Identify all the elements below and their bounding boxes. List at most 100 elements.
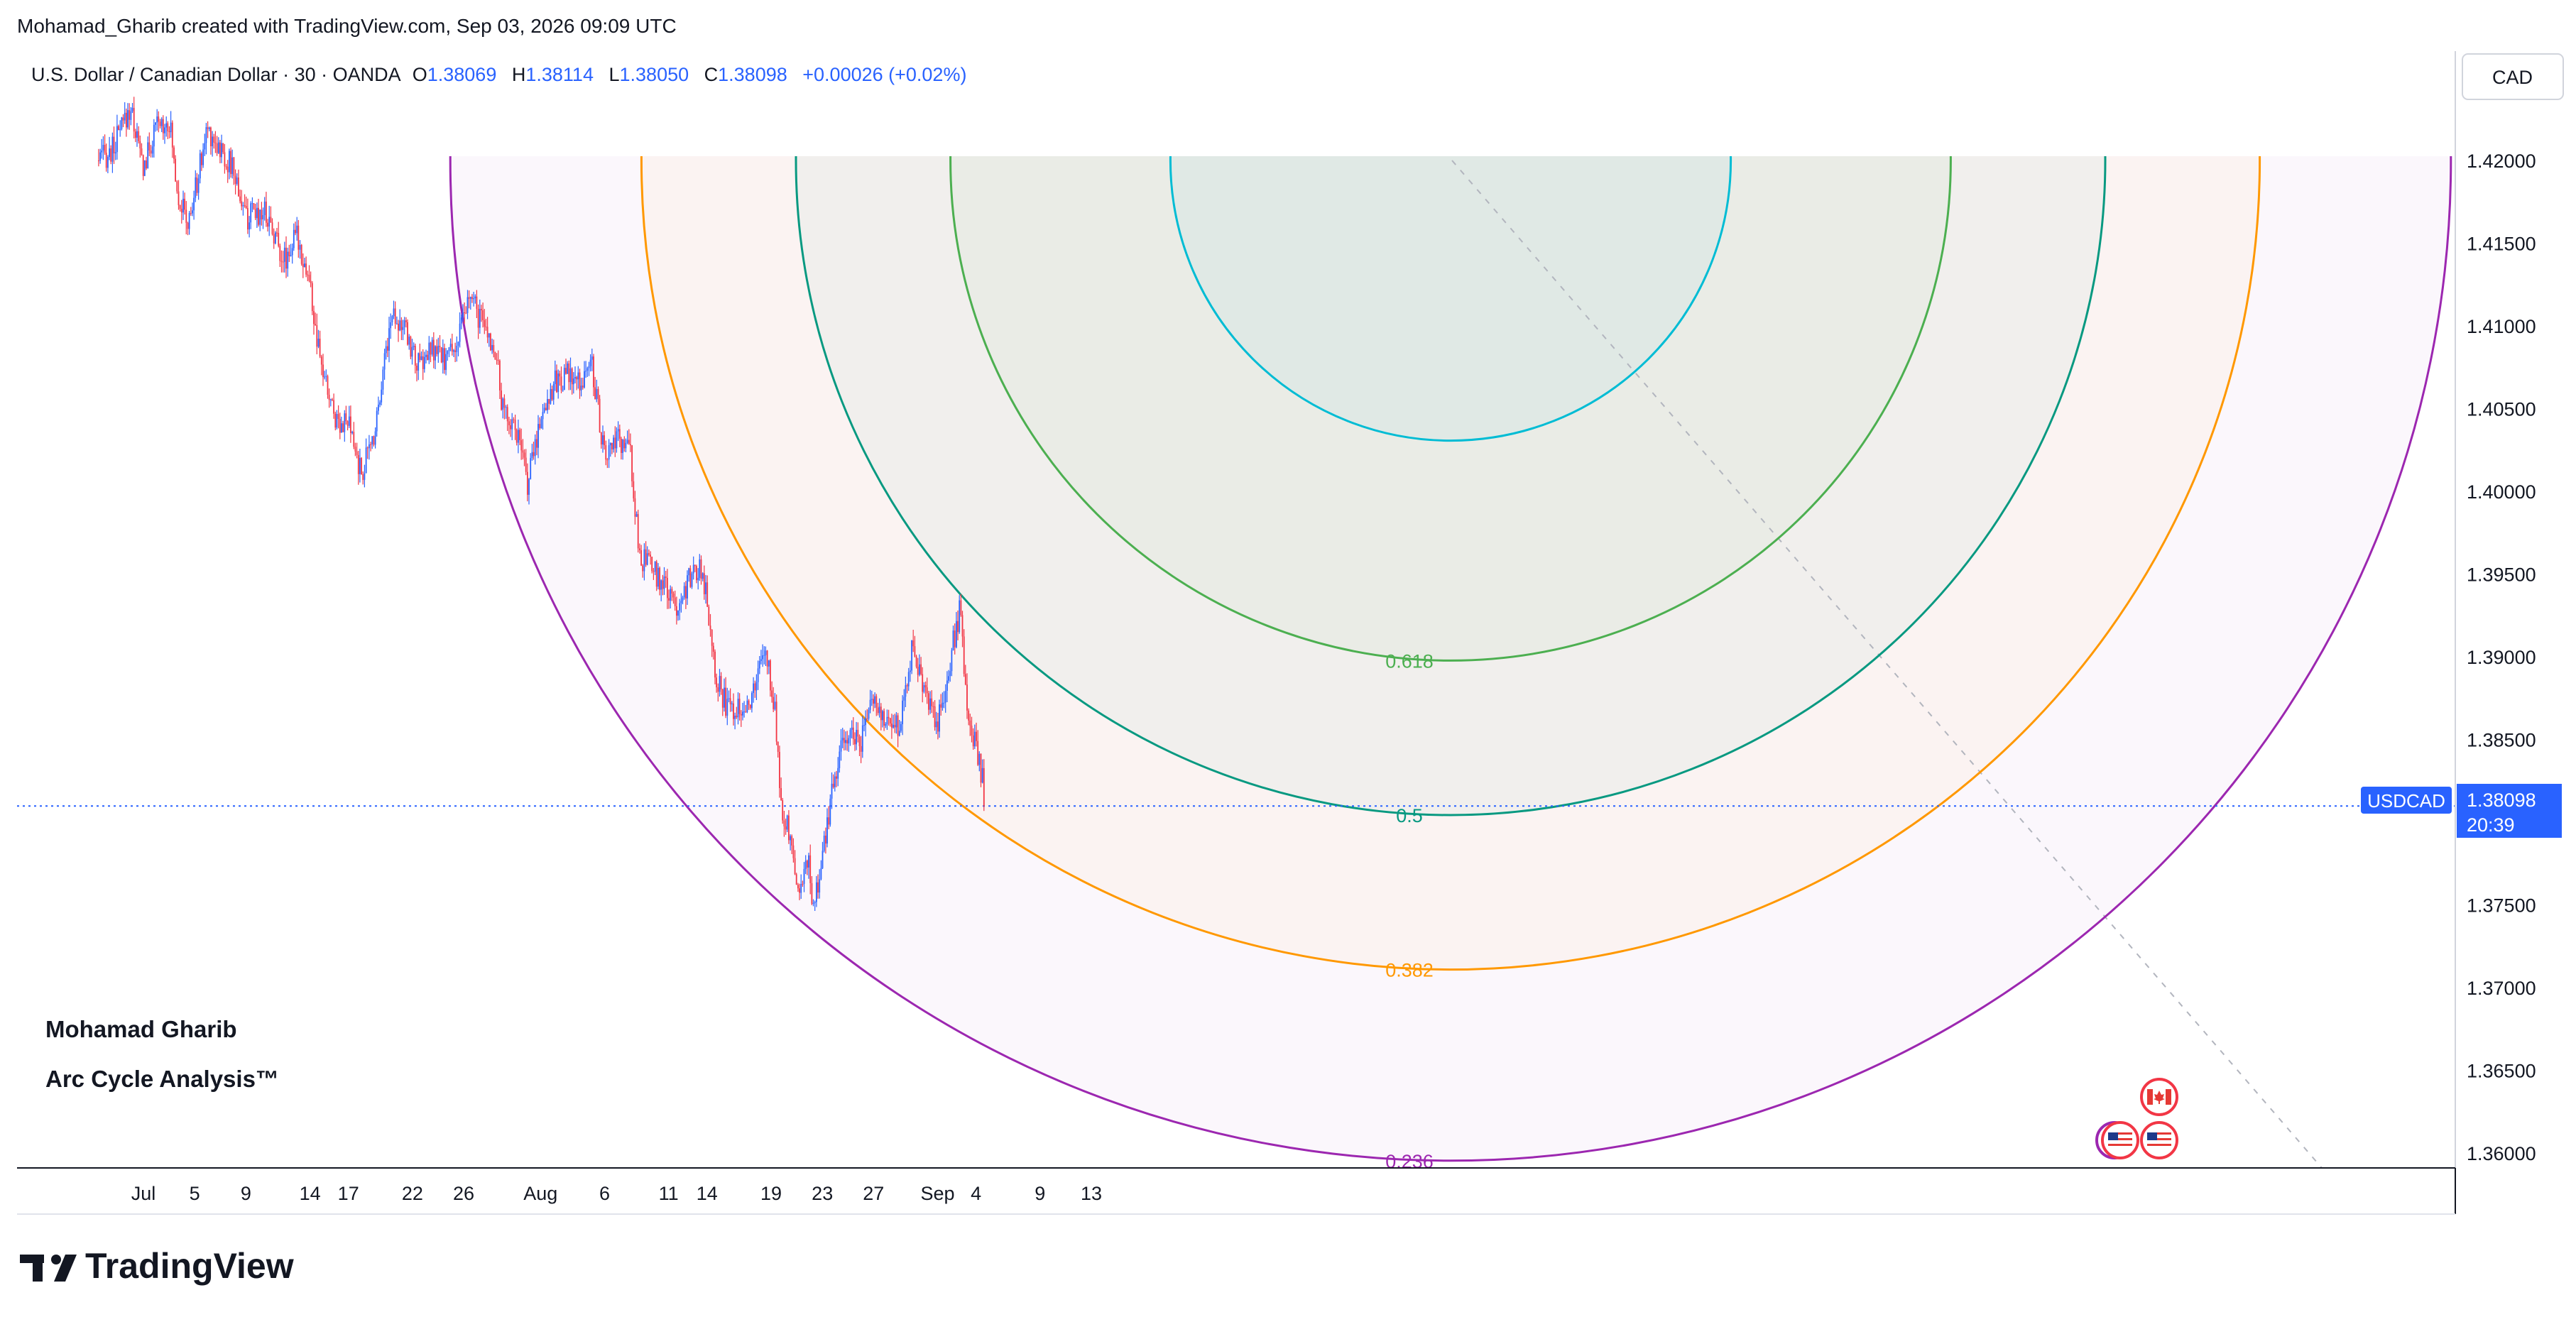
candle-body xyxy=(672,594,675,598)
candle-body xyxy=(514,420,516,430)
us-flag-event-icon[interactable] xyxy=(2140,1121,2178,1159)
candle-body xyxy=(852,727,854,739)
currency-button[interactable]: CAD xyxy=(2462,53,2564,100)
candle-body xyxy=(305,263,307,275)
candle-body xyxy=(840,740,842,752)
candle-body xyxy=(471,297,473,300)
fib-arc-0-236[interactable] xyxy=(449,0,2452,1162)
candle-body xyxy=(231,157,234,175)
candle-body xyxy=(560,376,562,390)
candle-body xyxy=(706,582,709,607)
fib-arc-0-382[interactable] xyxy=(640,0,2261,971)
candle-body xyxy=(536,439,537,448)
candle-body xyxy=(416,366,417,371)
tradingview-logo[interactable]: TradingView xyxy=(20,1246,294,1286)
candle-body xyxy=(808,855,809,868)
candle-body xyxy=(791,836,793,846)
candle-body xyxy=(679,603,681,611)
legend-close-label: C xyxy=(704,64,719,85)
candle-body xyxy=(696,566,697,581)
candle-body xyxy=(648,553,650,555)
candle-body xyxy=(432,339,435,361)
candle-body xyxy=(204,143,206,150)
candle-body xyxy=(596,388,598,400)
candle-body xyxy=(300,245,302,264)
fib-arc-0-5[interactable] xyxy=(795,0,2107,816)
candle-body xyxy=(944,691,946,703)
candle-body xyxy=(670,589,672,601)
canada-flag-event-icon[interactable] xyxy=(2140,1078,2178,1116)
candle-body xyxy=(802,884,804,885)
candle-body xyxy=(334,413,337,428)
fib-arc-trendline[interactable] xyxy=(1451,160,2323,1168)
candle-body xyxy=(462,312,464,318)
time-tick-label: 22 xyxy=(402,1183,423,1204)
candle-body xyxy=(766,650,768,667)
candle-body xyxy=(111,136,114,162)
candle-body xyxy=(295,229,296,234)
candle-body xyxy=(758,660,760,669)
price-tick-label: 1.39500 xyxy=(2467,564,2536,586)
fib-arc-lines[interactable] xyxy=(449,0,2452,1162)
time-tick-label: 9 xyxy=(241,1183,251,1204)
candle-body xyxy=(745,711,747,713)
candle-body xyxy=(894,724,896,728)
candle-body xyxy=(319,339,321,357)
candle-body xyxy=(176,181,178,192)
candle-body xyxy=(98,160,99,161)
candle-body xyxy=(825,836,826,844)
candle-body xyxy=(640,550,642,566)
candle-body xyxy=(765,650,767,655)
candle-body xyxy=(633,481,635,498)
candle-body xyxy=(593,356,594,388)
candle-body xyxy=(569,368,572,383)
candle-body xyxy=(148,142,151,151)
candle-body xyxy=(605,445,607,460)
tradingview-logo-text: TradingView xyxy=(85,1246,294,1286)
candle-body xyxy=(523,452,525,458)
economic-event-markers[interactable] xyxy=(2095,1078,2178,1159)
time-tick-label: 14 xyxy=(697,1183,718,1204)
price-axis[interactable]: 1.42000 1.41500 1.41000 1.40500 1.40000 1.395… xyxy=(2467,151,2536,1164)
fib-arc-0-618[interactable] xyxy=(949,0,1952,662)
ohlc-legend[interactable]: U.S. Dollar / Canadian Dollar · 30 · OAN… xyxy=(31,64,966,85)
fib-arc-fill xyxy=(796,156,2105,815)
candle-body xyxy=(138,131,140,141)
candle-body xyxy=(771,690,773,697)
candle-body xyxy=(268,217,271,227)
candle-body xyxy=(582,386,584,388)
candle-body xyxy=(926,687,928,694)
fib-arc-0-786[interactable] xyxy=(1169,0,1732,442)
candle-body xyxy=(219,142,221,158)
candle-body xyxy=(959,600,961,633)
us-flag-event-icon[interactable] xyxy=(2095,1121,2139,1159)
candle-body xyxy=(557,373,560,393)
candle-body xyxy=(957,621,959,633)
candle-body xyxy=(119,129,121,131)
candle-body xyxy=(537,424,539,448)
candle-body xyxy=(694,564,696,567)
candle-body xyxy=(336,414,338,428)
price-tick-label: 1.40000 xyxy=(2467,481,2536,503)
candle-body xyxy=(506,407,508,422)
candle-body xyxy=(600,432,602,444)
candle-body xyxy=(308,275,310,281)
candle-body xyxy=(201,153,202,165)
candle-body xyxy=(510,425,511,430)
time-tick-label: Sep xyxy=(920,1183,954,1204)
time-axis[interactable]: Jul 5 9 14 17 22 26 Aug 6 11 14 19 23 27 Sep 4 9 13 xyxy=(131,1183,1102,1204)
candle-body xyxy=(168,131,170,133)
candle-body xyxy=(550,389,552,404)
candle-body xyxy=(534,439,536,457)
candle-body xyxy=(740,714,742,716)
candle-body xyxy=(971,726,973,736)
candle-body xyxy=(251,203,253,204)
candle-body xyxy=(110,148,112,162)
candle-body xyxy=(118,126,119,131)
candle-body xyxy=(365,447,367,474)
candle-body xyxy=(238,177,239,197)
candle-body xyxy=(910,670,911,672)
candle-body xyxy=(197,178,200,193)
